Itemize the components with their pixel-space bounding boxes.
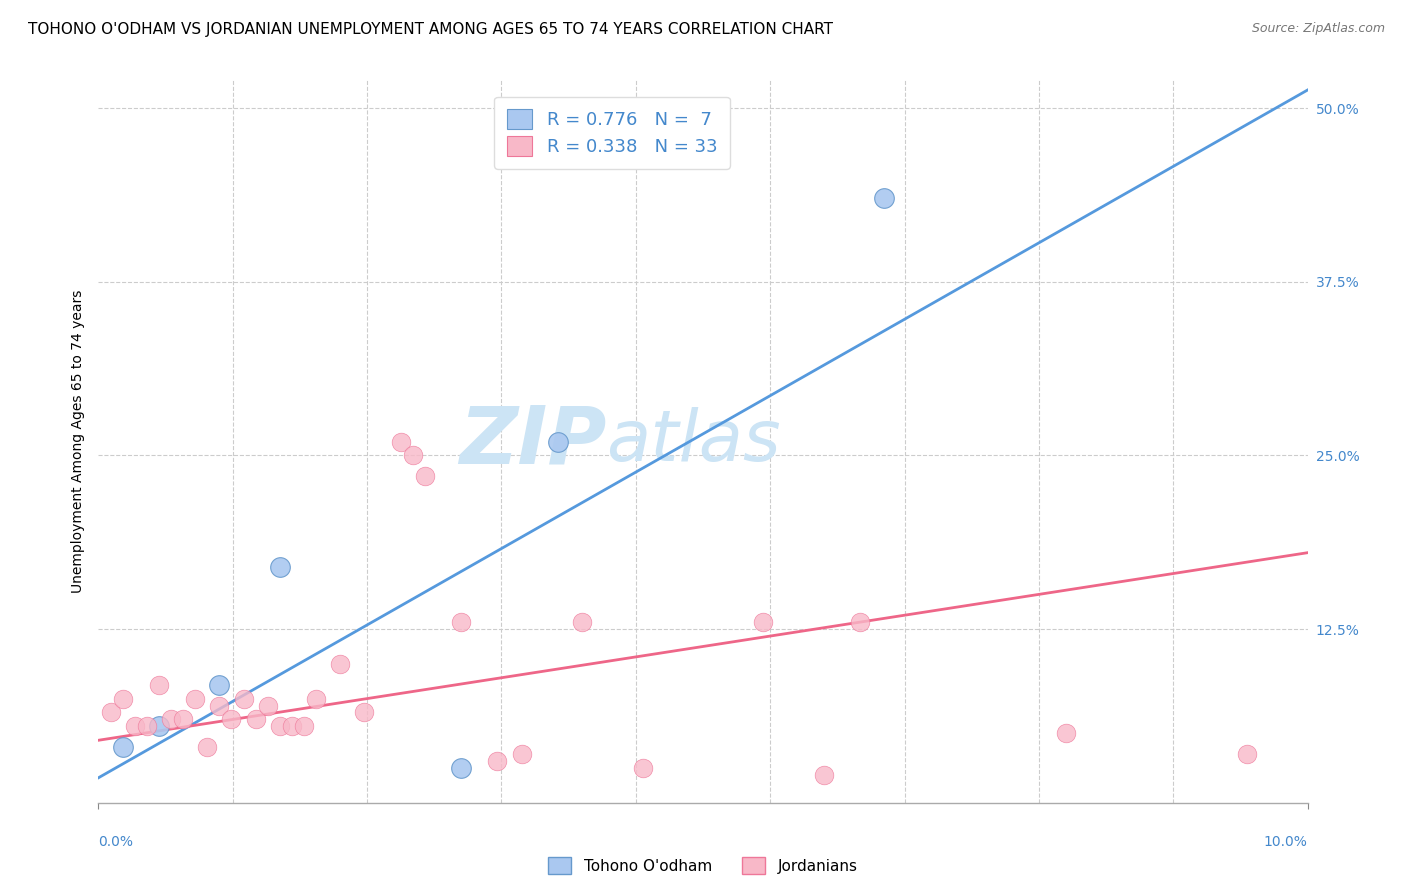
Point	[631, 761, 654, 775]
Point	[208, 698, 231, 713]
Point	[160, 713, 183, 727]
Point	[849, 615, 872, 630]
Y-axis label: Unemployment Among Ages 65 to 74 years: Unemployment Among Ages 65 to 74 years	[70, 290, 84, 593]
Point	[1236, 747, 1258, 761]
Point	[232, 691, 254, 706]
Text: 10.0%: 10.0%	[1264, 835, 1308, 849]
Point	[269, 559, 291, 574]
Point	[148, 719, 170, 733]
Point	[281, 719, 304, 733]
Point	[184, 691, 207, 706]
Point	[450, 761, 472, 775]
Legend: R = 0.776   N =  7, R = 0.338   N = 33: R = 0.776 N = 7, R = 0.338 N = 33	[495, 96, 730, 169]
Text: TOHONO O'ODHAM VS JORDANIAN UNEMPLOYMENT AMONG AGES 65 TO 74 YEARS CORRELATION C: TOHONO O'ODHAM VS JORDANIAN UNEMPLOYMENT…	[28, 22, 834, 37]
Point	[124, 719, 146, 733]
Point	[269, 719, 291, 733]
Point	[148, 678, 170, 692]
Point	[111, 740, 134, 755]
Point	[450, 615, 472, 630]
Legend: Tohono O'odham, Jordanians: Tohono O'odham, Jordanians	[543, 851, 863, 880]
Point	[329, 657, 352, 671]
Point	[256, 698, 278, 713]
Point	[873, 191, 896, 205]
Point	[510, 747, 533, 761]
Point	[245, 713, 267, 727]
Point	[195, 740, 218, 755]
Point	[413, 469, 436, 483]
Text: 0.0%: 0.0%	[98, 835, 134, 849]
Point	[547, 434, 569, 449]
Point	[571, 615, 593, 630]
Point	[486, 754, 509, 768]
Point	[100, 706, 122, 720]
Point	[221, 713, 243, 727]
Point	[1054, 726, 1077, 740]
Point	[402, 449, 425, 463]
Point	[353, 706, 375, 720]
Point	[292, 719, 315, 733]
Point	[135, 719, 157, 733]
Point	[389, 434, 412, 449]
Point	[752, 615, 775, 630]
Text: atlas: atlas	[606, 407, 780, 476]
Point	[208, 678, 231, 692]
Text: Source: ZipAtlas.com: Source: ZipAtlas.com	[1251, 22, 1385, 36]
Point	[111, 691, 134, 706]
Point	[172, 713, 194, 727]
Point	[813, 768, 835, 782]
Text: ZIP: ZIP	[458, 402, 606, 481]
Point	[305, 691, 328, 706]
